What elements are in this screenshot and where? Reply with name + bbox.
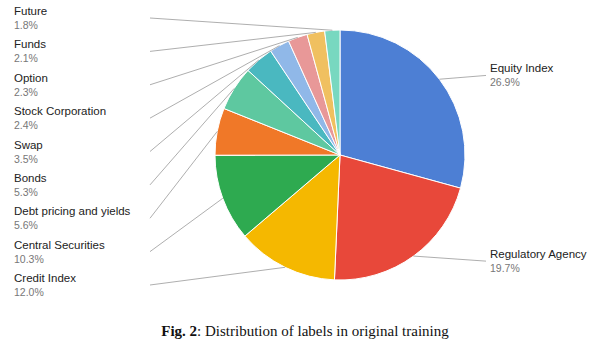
leader-line xyxy=(414,256,486,261)
chart-svg: Equity Index 26.9% Regulatory Agency 19.7% C… xyxy=(0,0,610,348)
slice-label: Bonds xyxy=(14,172,47,184)
leader-line xyxy=(150,46,279,118)
labels: Equity Index 26.9% Regulatory Agency 19.7% C… xyxy=(14,5,587,298)
slice-label: Credit Index xyxy=(14,272,76,284)
slice-label: Funds xyxy=(14,38,46,50)
pie-slice xyxy=(325,30,340,155)
leader-line xyxy=(150,37,298,84)
data-label: 10.3% xyxy=(14,253,44,265)
leader-line xyxy=(150,60,259,151)
data-label: 5.3% xyxy=(14,186,38,198)
chart-container: Equity Index 26.9% Regulatory Agency 19.7% C… xyxy=(0,0,610,348)
data-label: 12.0% xyxy=(14,286,44,298)
slice-label: Central Securities xyxy=(14,239,105,251)
leader-line xyxy=(150,131,217,218)
pie-slice xyxy=(334,155,460,280)
leader-line xyxy=(150,18,332,30)
slice-label: Stock Corporation xyxy=(14,105,106,117)
slice-label: Debt pricing and yields xyxy=(14,205,131,217)
data-label: 3.5% xyxy=(14,153,38,165)
data-label: 19.7% xyxy=(490,262,520,274)
slice-label: Equity Index xyxy=(490,62,554,74)
pie-slice xyxy=(215,155,340,236)
leader-line xyxy=(439,75,486,79)
data-label: 2.4% xyxy=(14,119,38,131)
slice-label: Future xyxy=(14,5,47,17)
data-label: 2.3% xyxy=(14,86,38,98)
slices xyxy=(215,30,465,280)
pie-slice xyxy=(307,31,340,155)
leader-line xyxy=(150,88,234,185)
title: Fig. 2: Distribution of labels in origin… xyxy=(161,323,449,339)
leader-line xyxy=(150,198,223,251)
data-label: 26.9% xyxy=(490,76,520,88)
leader-lines xyxy=(150,18,486,285)
data-label: 2.1% xyxy=(14,52,38,64)
leader-line xyxy=(150,32,316,51)
slice-label: Swap xyxy=(14,139,43,151)
slice-label: Regulatory Agency xyxy=(490,248,587,260)
slice-label: Option xyxy=(14,72,48,84)
data-label: 1.8% xyxy=(14,19,38,31)
data-label: 5.6% xyxy=(14,219,38,231)
leader-line xyxy=(150,267,285,285)
